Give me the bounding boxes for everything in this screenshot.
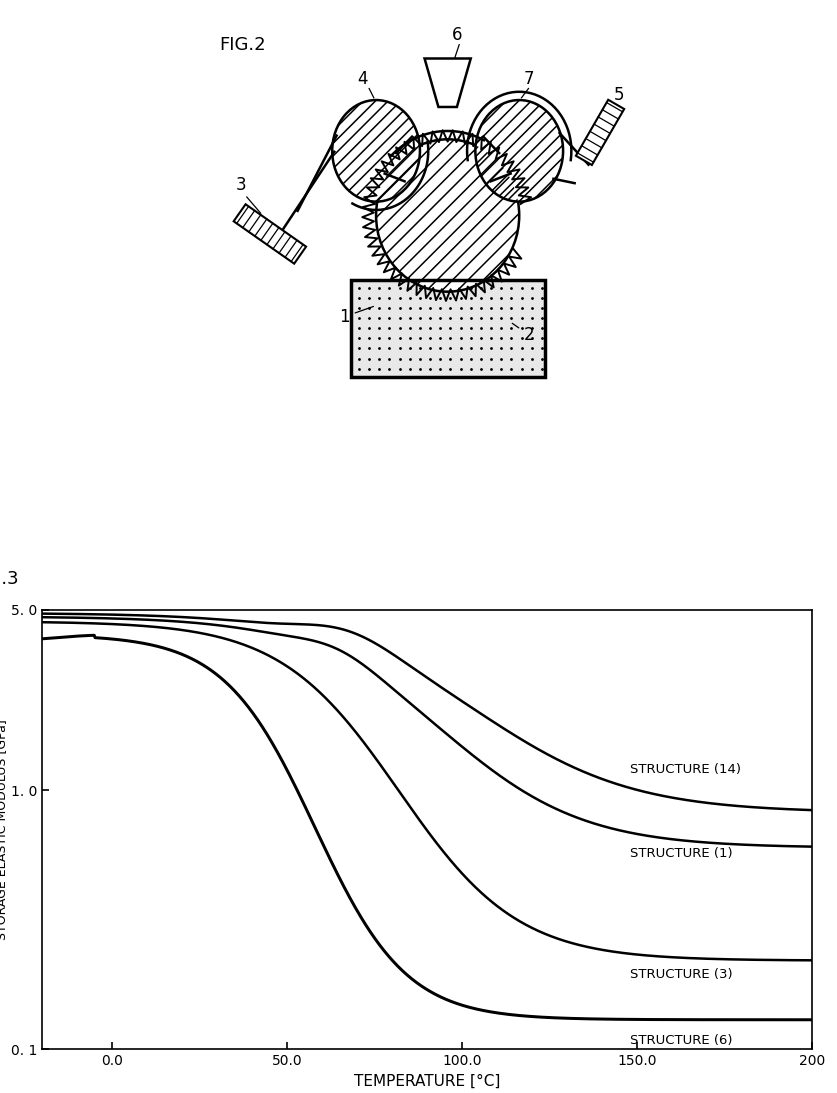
Text: STRUCTURE (6): STRUCTURE (6): [630, 1034, 732, 1047]
Text: STRUCTURE (3): STRUCTURE (3): [630, 968, 732, 982]
Text: FIG.3: FIG.3: [0, 569, 19, 588]
Bar: [351, 281, 545, 377]
Polygon shape: [234, 204, 306, 263]
Text: FIG.2: FIG.2: [219, 36, 265, 54]
Text: 2: 2: [512, 324, 535, 344]
Ellipse shape: [475, 101, 563, 202]
Bar: [351, 281, 545, 377]
Ellipse shape: [332, 101, 420, 202]
Text: 1: 1: [339, 307, 373, 326]
Text: 6: 6: [452, 26, 463, 45]
Ellipse shape: [376, 140, 519, 292]
Text: 3: 3: [235, 176, 246, 195]
X-axis label: TEMPERATURE [°C]: TEMPERATURE [°C]: [354, 1073, 500, 1089]
Text: STRUCTURE (14): STRUCTURE (14): [630, 762, 741, 775]
Text: 7: 7: [524, 70, 534, 89]
Text: 5: 5: [614, 86, 624, 104]
Text: STRUCTURE (1): STRUCTURE (1): [630, 847, 732, 860]
Polygon shape: [576, 101, 624, 165]
Polygon shape: [424, 59, 470, 107]
Y-axis label: STORAGE ELASTIC MODULUS [GPa]: STORAGE ELASTIC MODULUS [GPa]: [0, 719, 8, 940]
Text: 4: 4: [357, 70, 368, 89]
